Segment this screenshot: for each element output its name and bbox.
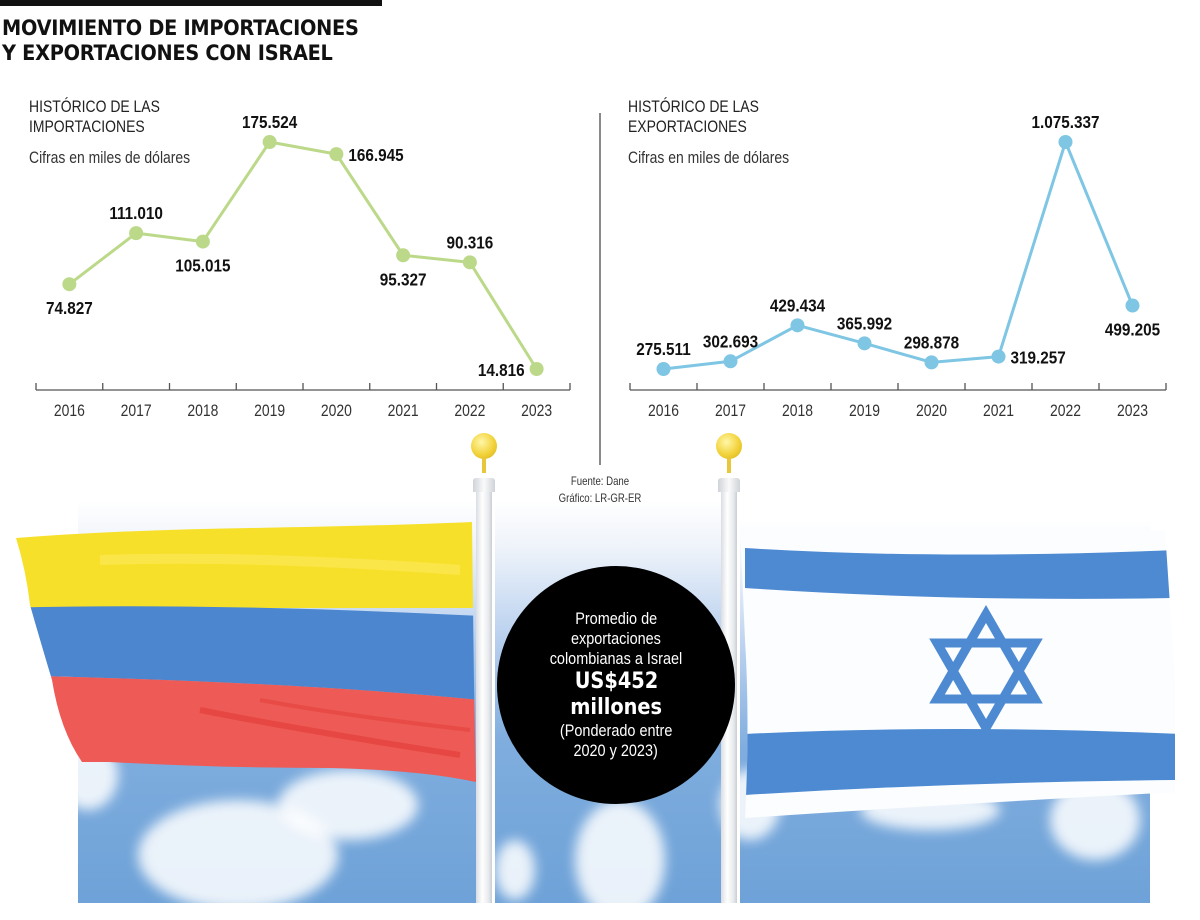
x-tick-label: 2019 <box>849 402 880 421</box>
data-label: 275.511 <box>636 339 690 359</box>
x-tick-label: 2020 <box>321 402 352 421</box>
x-tick-label: 2021 <box>983 402 1014 421</box>
pole-finial-right <box>716 433 742 459</box>
data-label: 14.816 <box>478 360 525 380</box>
x-tick-label: 2021 <box>388 402 419 421</box>
average-exports-callout: Promedio de exportaciones colombianas a … <box>497 566 735 804</box>
top-rule <box>0 0 382 6</box>
data-point <box>857 336 872 351</box>
data-label: 111.010 <box>109 203 163 223</box>
data-point <box>329 147 344 162</box>
data-label: 90.316 <box>446 232 493 252</box>
x-tick-label: 2022 <box>1050 402 1081 421</box>
pole-cap-right <box>718 478 740 492</box>
data-point <box>396 248 411 263</box>
israel-flag <box>740 526 1175 818</box>
x-tick-label: 2018 <box>782 402 813 421</box>
exports-chart-subtitle: Cifras en miles de dólares <box>628 148 790 167</box>
exports-chart-title: HISTÓRICO DE LAS EXPORTACIONES <box>628 97 759 136</box>
imports-chart-title: HISTÓRICO DE LAS IMPORTACIONES <box>29 97 160 136</box>
pole-neck-right <box>727 457 731 473</box>
data-point <box>262 135 277 149</box>
data-point <box>195 234 210 249</box>
data-label: 95.327 <box>380 269 427 289</box>
x-tick-label: 2023 <box>521 402 552 421</box>
data-label: 1.075.337 <box>1031 112 1099 132</box>
colombia-flag <box>16 522 476 782</box>
flagpole-left <box>476 492 492 903</box>
source-credit: Fuente: Dane Gráfico: LR-GR-ER <box>558 474 642 505</box>
x-tick-label: 2019 <box>254 402 285 421</box>
data-point <box>656 362 671 376</box>
data-line <box>68 140 538 370</box>
data-point <box>62 277 77 292</box>
data-point <box>462 255 477 270</box>
data-label: 175.524 <box>242 112 298 132</box>
data-line <box>663 140 1134 371</box>
data-label: 105.015 <box>175 255 230 275</box>
x-tick-label: 2023 <box>1117 402 1148 421</box>
x-tick-label: 2022 <box>454 402 485 421</box>
data-point <box>723 354 738 369</box>
x-tick-label: 2020 <box>916 402 947 421</box>
data-label: 319.257 <box>1011 347 1066 367</box>
data-label: 365.992 <box>837 313 892 333</box>
x-tick-label: 2016 <box>648 402 679 421</box>
data-label: 166.945 <box>348 145 403 165</box>
data-point <box>529 362 544 376</box>
x-tick-label: 2017 <box>121 402 152 421</box>
data-point <box>991 349 1006 364</box>
page-title: MOVIMIENTO DE IMPORTACIONES Y EXPORTACIO… <box>2 16 359 65</box>
data-point <box>1125 298 1140 313</box>
pole-finial-left <box>471 433 497 459</box>
data-label: 302.693 <box>703 331 758 351</box>
data-label: 298.878 <box>904 332 959 352</box>
data-point <box>1058 135 1073 149</box>
x-tick-label: 2016 <box>54 402 85 421</box>
average-amount: US$452 <box>574 669 658 694</box>
imports-chart-subtitle: Cifras en miles de dólares <box>29 148 191 167</box>
data-point <box>924 355 939 370</box>
imports-line-chart: 2016 2017 2018 2019 2020 2021 2022 2023 74.827 11… <box>35 112 571 421</box>
data-label: 429.434 <box>770 295 826 315</box>
pole-cap-left <box>473 478 495 492</box>
data-label: 74.827 <box>46 298 93 318</box>
x-tick-label: 2018 <box>187 402 218 421</box>
pole-neck-left <box>482 457 486 473</box>
exports-line-chart: 2016 2017 2018 2019 2020 2021 2022 2023 275.511 3… <box>629 112 1167 421</box>
data-point <box>129 226 144 241</box>
panel-divider <box>599 113 601 465</box>
x-tick-label: 2017 <box>715 402 746 421</box>
data-label: 499.205 <box>1105 319 1160 339</box>
data-point <box>790 318 805 333</box>
